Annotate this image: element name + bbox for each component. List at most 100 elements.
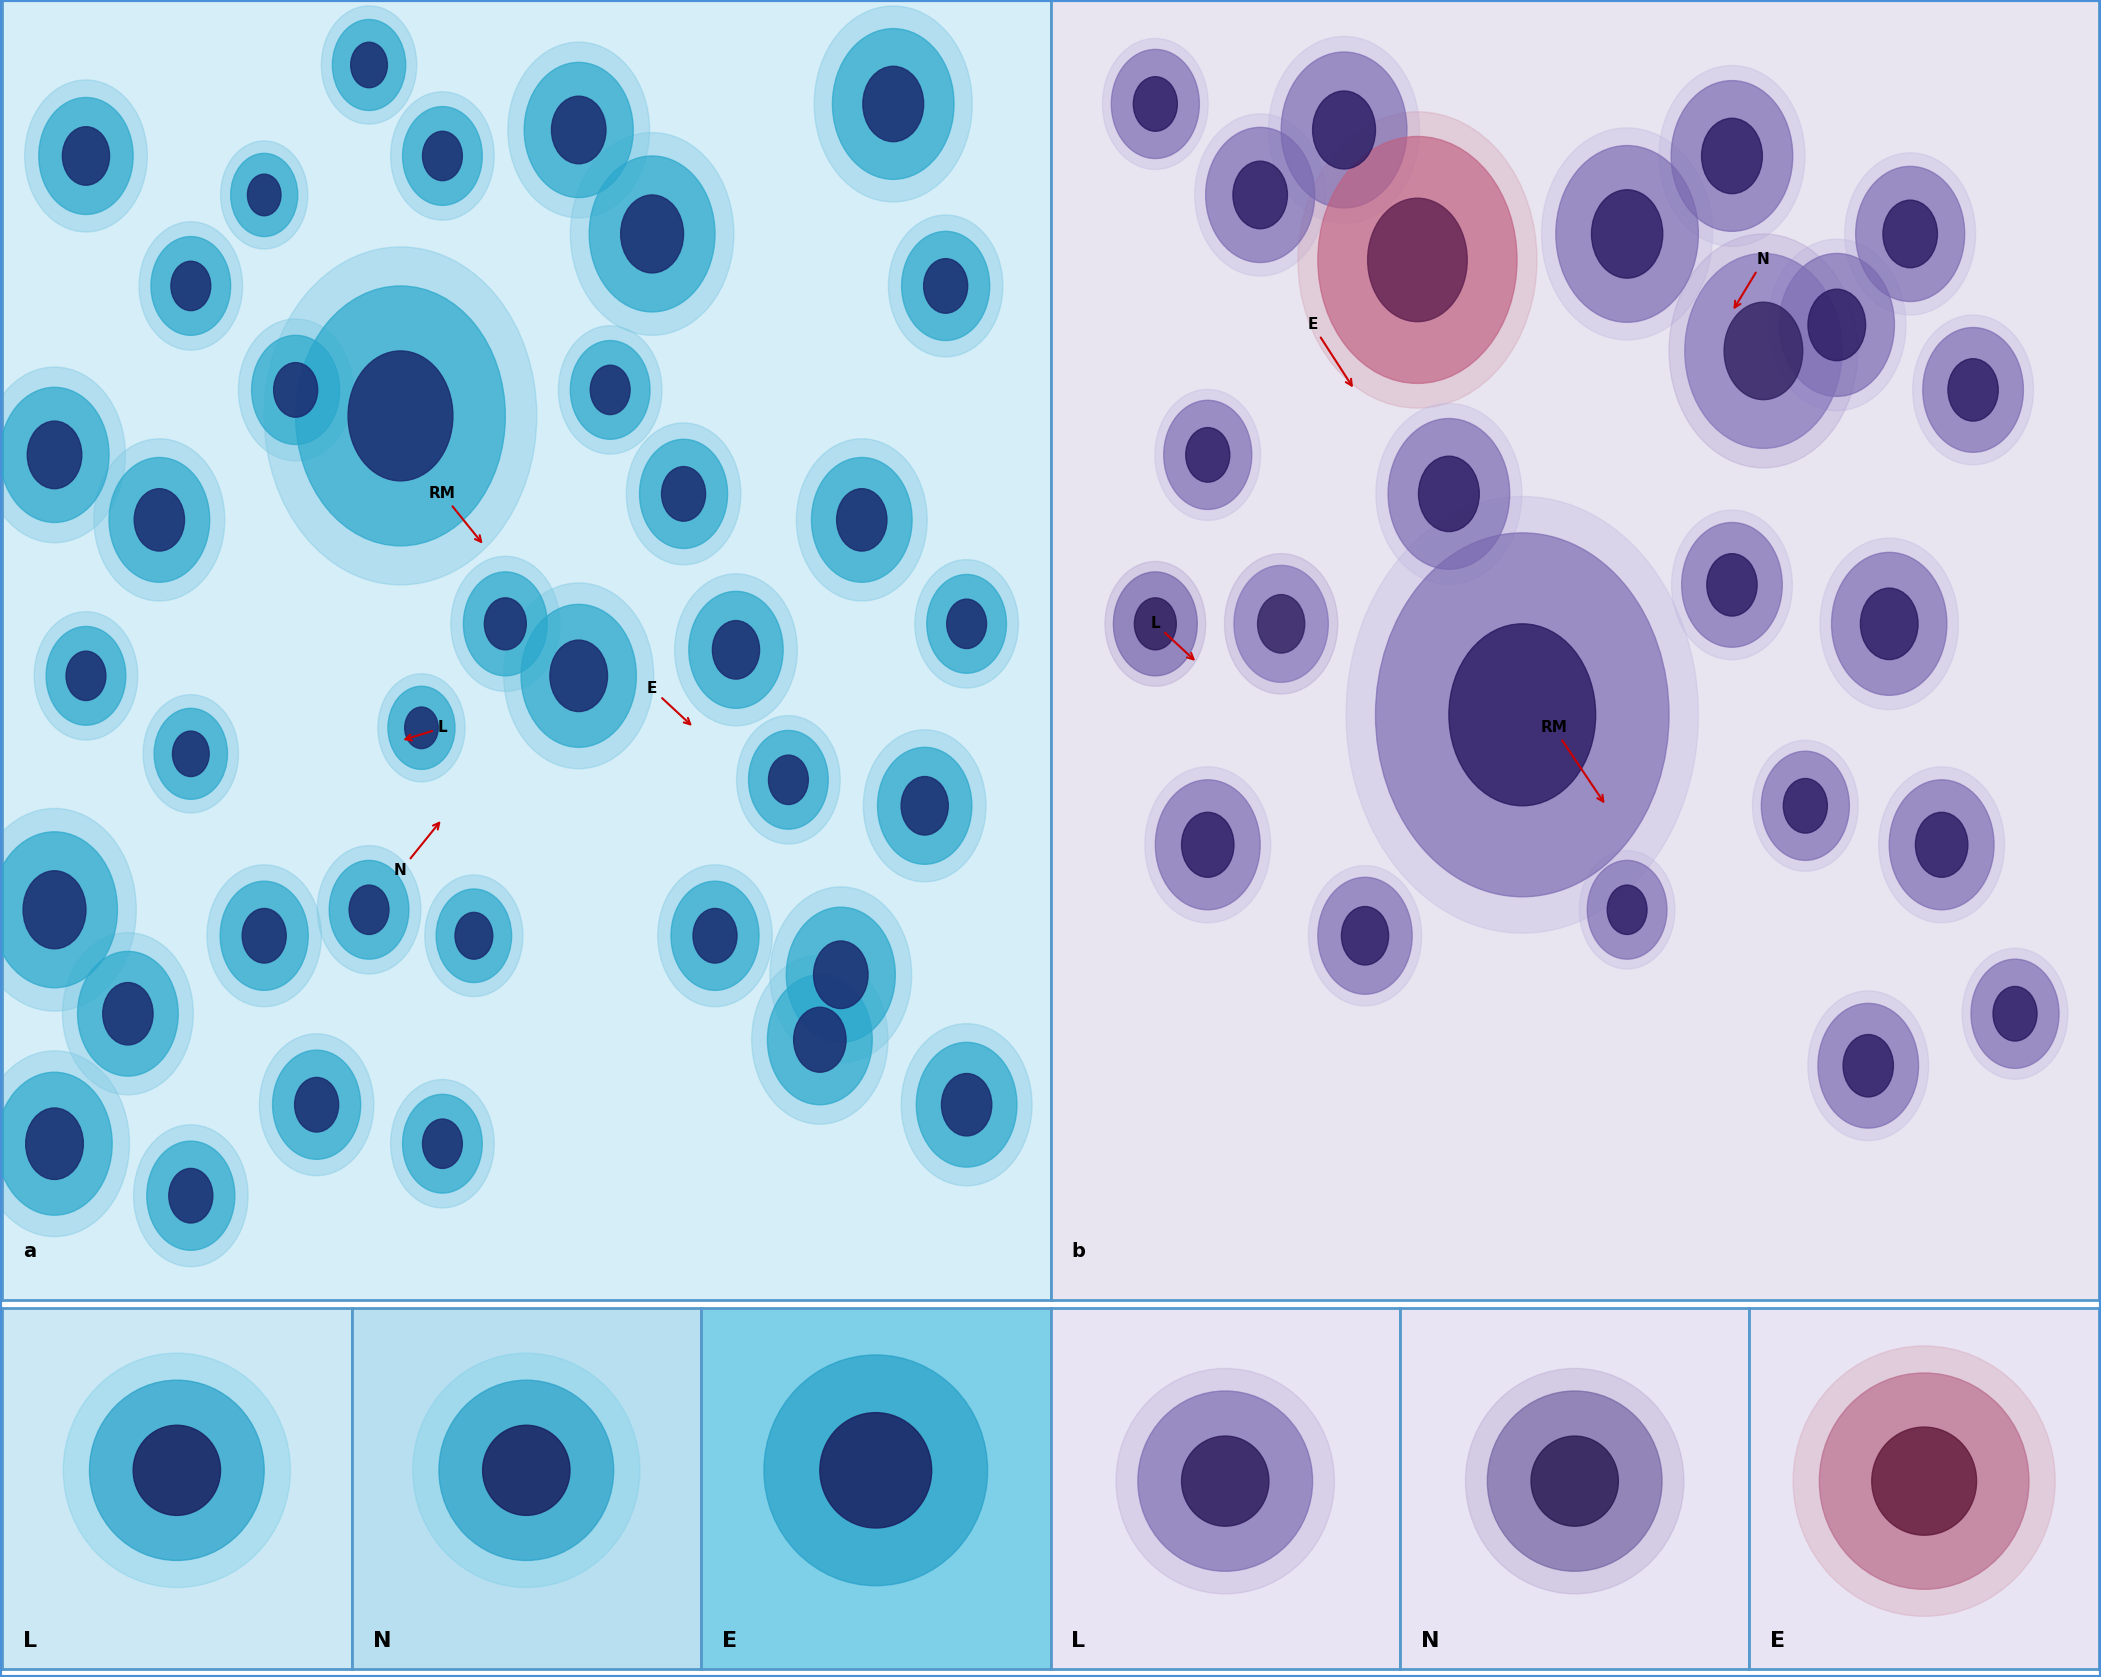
Circle shape	[927, 575, 1006, 672]
Circle shape	[1725, 302, 1803, 399]
Circle shape	[924, 258, 969, 314]
Circle shape	[1376, 404, 1521, 584]
Circle shape	[1882, 200, 1937, 268]
Circle shape	[1181, 812, 1233, 877]
Circle shape	[221, 880, 309, 991]
Circle shape	[1156, 780, 1261, 909]
Circle shape	[1376, 533, 1668, 897]
Circle shape	[832, 29, 954, 179]
Circle shape	[208, 865, 321, 1006]
Circle shape	[1832, 552, 1948, 696]
Circle shape	[1817, 1003, 1918, 1129]
Circle shape	[1105, 562, 1206, 686]
Circle shape	[1466, 1368, 1683, 1593]
Circle shape	[674, 574, 796, 726]
Text: E: E	[647, 681, 691, 724]
Circle shape	[464, 572, 546, 676]
Circle shape	[389, 686, 456, 770]
Circle shape	[151, 236, 231, 335]
Circle shape	[296, 285, 506, 547]
Circle shape	[1258, 595, 1305, 652]
Circle shape	[525, 62, 632, 198]
Circle shape	[769, 755, 809, 805]
Circle shape	[109, 458, 210, 582]
Circle shape	[172, 731, 210, 776]
Circle shape	[1389, 419, 1511, 569]
Circle shape	[294, 1077, 338, 1132]
Circle shape	[878, 748, 973, 864]
Circle shape	[242, 909, 286, 963]
Circle shape	[1878, 766, 2004, 922]
Circle shape	[153, 708, 227, 800]
Circle shape	[25, 1108, 84, 1179]
Circle shape	[712, 620, 761, 679]
Text: E: E	[723, 1630, 737, 1650]
Circle shape	[1792, 1347, 2055, 1617]
Circle shape	[1557, 146, 1698, 322]
Circle shape	[1702, 119, 1763, 193]
Circle shape	[796, 439, 927, 600]
Circle shape	[1971, 959, 2059, 1068]
Circle shape	[78, 951, 179, 1077]
Circle shape	[317, 845, 420, 974]
Circle shape	[170, 262, 210, 310]
Circle shape	[38, 97, 132, 215]
Circle shape	[1668, 235, 1857, 468]
Circle shape	[559, 325, 662, 454]
Circle shape	[1767, 240, 1906, 411]
Circle shape	[864, 729, 985, 882]
Circle shape	[1340, 907, 1389, 964]
Circle shape	[889, 215, 1002, 357]
Circle shape	[1962, 948, 2067, 1080]
Circle shape	[168, 1169, 212, 1223]
Circle shape	[132, 1425, 221, 1516]
Circle shape	[330, 860, 410, 959]
Circle shape	[550, 96, 605, 164]
Circle shape	[941, 1073, 992, 1135]
Circle shape	[504, 584, 653, 768]
Circle shape	[1181, 1436, 1269, 1526]
Circle shape	[0, 808, 137, 1011]
Circle shape	[550, 641, 607, 711]
Circle shape	[248, 174, 282, 216]
Circle shape	[1156, 389, 1261, 520]
Circle shape	[34, 612, 139, 740]
Circle shape	[1586, 860, 1666, 959]
Circle shape	[265, 247, 536, 585]
Circle shape	[103, 983, 153, 1045]
Text: a: a	[23, 1241, 36, 1261]
Circle shape	[1164, 401, 1252, 510]
Circle shape	[1580, 850, 1674, 969]
Circle shape	[332, 20, 405, 111]
Circle shape	[1103, 39, 1208, 169]
Circle shape	[1225, 553, 1338, 694]
Text: L: L	[1072, 1630, 1086, 1650]
Circle shape	[422, 1119, 462, 1169]
Circle shape	[95, 439, 225, 600]
Circle shape	[1681, 523, 1782, 647]
Circle shape	[143, 694, 240, 813]
Circle shape	[626, 423, 742, 565]
Circle shape	[0, 832, 118, 988]
Circle shape	[1685, 253, 1843, 448]
Circle shape	[424, 875, 523, 996]
Circle shape	[948, 599, 987, 649]
Circle shape	[569, 340, 649, 439]
Circle shape	[1660, 65, 1805, 247]
Circle shape	[1819, 538, 1958, 709]
Circle shape	[63, 932, 193, 1095]
Circle shape	[1309, 865, 1422, 1006]
Circle shape	[693, 909, 737, 963]
Circle shape	[1948, 359, 1998, 421]
Circle shape	[231, 153, 298, 236]
Circle shape	[1872, 1427, 1977, 1534]
Circle shape	[794, 1008, 847, 1072]
Text: L: L	[23, 1630, 38, 1650]
Circle shape	[914, 560, 1019, 688]
Circle shape	[1347, 496, 1698, 932]
Circle shape	[1233, 161, 1288, 228]
Circle shape	[1994, 986, 2038, 1041]
Circle shape	[901, 1023, 1032, 1186]
Circle shape	[1916, 812, 1969, 877]
Circle shape	[391, 92, 494, 220]
